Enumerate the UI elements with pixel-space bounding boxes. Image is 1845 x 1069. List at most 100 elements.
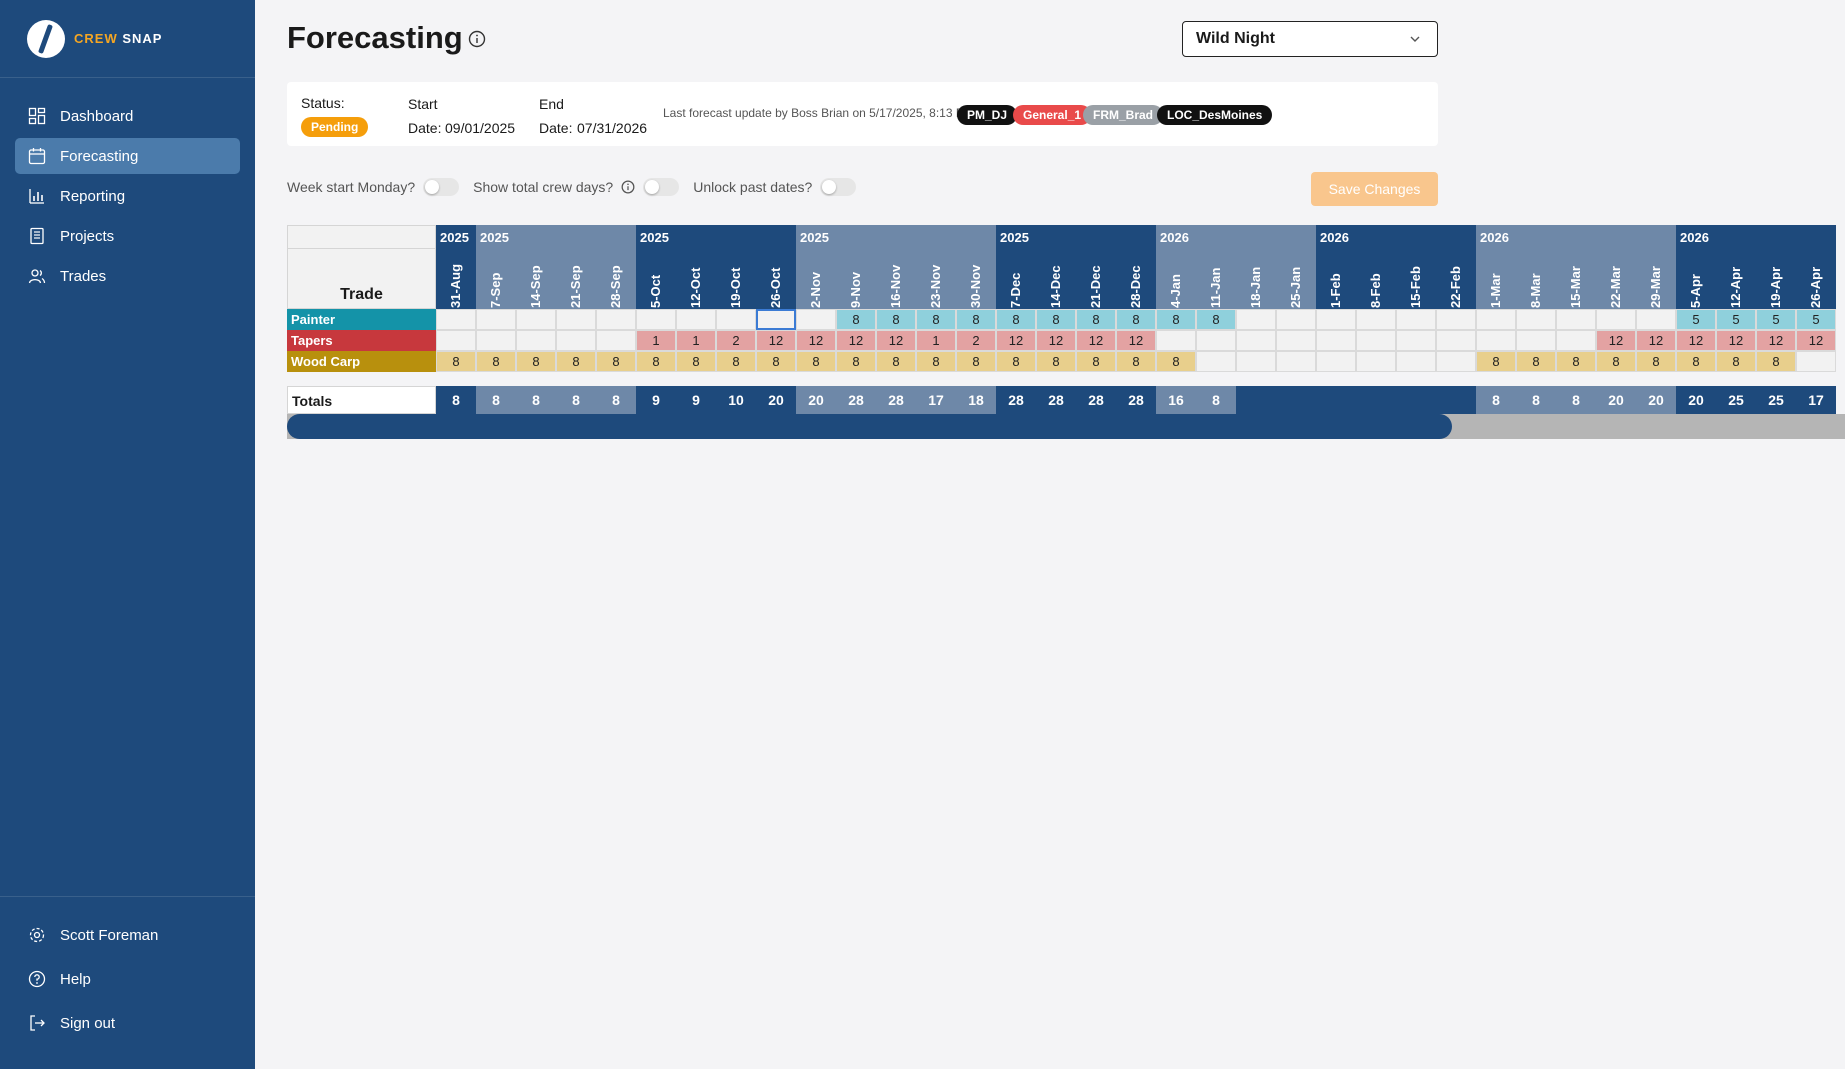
forecast-cell[interactable]: 12 <box>1116 330 1156 351</box>
forecast-cell[interactable] <box>1316 351 1356 372</box>
crew-days-toggle[interactable] <box>643 178 680 196</box>
forecast-cell[interactable] <box>1276 330 1316 351</box>
forecast-cell[interactable]: 12 <box>756 330 796 351</box>
sidebar-item-forecasting[interactable]: Forecasting <box>15 138 240 174</box>
forecast-cell[interactable] <box>756 309 796 330</box>
forecast-cell[interactable]: 12 <box>796 330 836 351</box>
forecast-cell[interactable]: 8 <box>1036 351 1076 372</box>
sidebar-item-dashboard[interactable]: Dashboard <box>15 98 240 134</box>
forecast-cell[interactable] <box>1236 330 1276 351</box>
tag-general[interactable]: General_1 <box>1013 105 1092 125</box>
forecast-cell[interactable] <box>676 309 716 330</box>
forecast-cell[interactable] <box>1276 351 1316 372</box>
forecast-cell[interactable] <box>556 330 596 351</box>
forecast-cell[interactable]: 1 <box>916 330 956 351</box>
sidebar-item-scott-foreman[interactable]: Scott Foreman <box>15 917 240 953</box>
forecast-cell[interactable] <box>636 309 676 330</box>
forecast-cell[interactable] <box>1356 351 1396 372</box>
forecast-cell[interactable]: 8 <box>956 351 996 372</box>
forecast-cell[interactable] <box>596 330 636 351</box>
forecast-cell[interactable] <box>716 309 756 330</box>
forecast-cell[interactable] <box>1436 309 1476 330</box>
forecast-cell[interactable]: 12 <box>1076 330 1116 351</box>
forecast-cell[interactable] <box>1436 330 1476 351</box>
forecast-cell[interactable] <box>1196 351 1236 372</box>
forecast-cell[interactable]: 12 <box>1716 330 1756 351</box>
unlock-past-toggle[interactable] <box>820 178 857 196</box>
forecast-cell[interactable]: 1 <box>636 330 676 351</box>
week-start-toggle[interactable] <box>423 178 460 196</box>
forecast-cell[interactable] <box>1636 309 1676 330</box>
forecast-cell[interactable] <box>1236 309 1276 330</box>
forecast-cell[interactable]: 8 <box>1636 351 1676 372</box>
sidebar-item-trades[interactable]: Trades <box>15 258 240 294</box>
info-icon[interactable] <box>621 180 635 194</box>
forecast-cell[interactable]: 1 <box>676 330 716 351</box>
forecast-cell[interactable]: 12 <box>1636 330 1676 351</box>
forecast-cell[interactable]: 8 <box>1036 309 1076 330</box>
tag-loc[interactable]: LOC_DesMoines <box>1157 105 1273 125</box>
forecast-cell[interactable] <box>1236 351 1276 372</box>
forecast-cell[interactable]: 8 <box>1596 351 1636 372</box>
forecast-cell[interactable]: 12 <box>836 330 876 351</box>
forecast-cell[interactable] <box>1396 330 1436 351</box>
forecast-cell[interactable] <box>1556 330 1596 351</box>
info-icon[interactable] <box>468 30 486 48</box>
forecast-cell[interactable]: 8 <box>516 351 556 372</box>
tag-pm[interactable]: PM_DJ <box>957 105 1018 125</box>
forecast-cell[interactable]: 8 <box>796 351 836 372</box>
forecast-cell[interactable]: 8 <box>1476 351 1516 372</box>
forecast-cell[interactable]: 12 <box>876 330 916 351</box>
forecast-cell[interactable]: 12 <box>996 330 1036 351</box>
forecast-cell[interactable]: 8 <box>996 351 1036 372</box>
forecast-cell[interactable]: 8 <box>756 351 796 372</box>
forecast-cell[interactable] <box>1156 330 1196 351</box>
forecast-cell[interactable]: 2 <box>716 330 756 351</box>
project-select[interactable]: Wild Night <box>1182 21 1438 57</box>
forecast-cell[interactable] <box>1356 330 1396 351</box>
forecast-cell[interactable] <box>596 309 636 330</box>
forecast-cell[interactable]: 8 <box>1676 351 1716 372</box>
forecast-cell[interactable] <box>1516 330 1556 351</box>
forecast-cell[interactable] <box>1316 309 1356 330</box>
forecast-cell[interactable]: 8 <box>1116 351 1156 372</box>
forecast-cell[interactable]: 8 <box>1556 351 1596 372</box>
forecast-cell[interactable] <box>436 309 476 330</box>
forecast-cell[interactable]: 8 <box>1076 309 1116 330</box>
sidebar-item-help[interactable]: Help <box>15 961 240 997</box>
forecast-cell[interactable] <box>1516 309 1556 330</box>
sidebar-item-sign-out[interactable]: Sign out <box>15 1005 240 1041</box>
save-changes-button[interactable]: Save Changes <box>1311 172 1438 206</box>
forecast-cell[interactable]: 8 <box>716 351 756 372</box>
forecast-cell[interactable] <box>1396 351 1436 372</box>
forecast-cell[interactable]: 8 <box>916 351 956 372</box>
forecast-cell[interactable]: 5 <box>1716 309 1756 330</box>
forecast-cell[interactable] <box>1196 330 1236 351</box>
forecast-cell[interactable]: 8 <box>836 351 876 372</box>
forecast-cell[interactable]: 5 <box>1796 309 1836 330</box>
forecast-cell[interactable] <box>556 309 596 330</box>
forecast-cell[interactable] <box>476 330 516 351</box>
forecast-cell[interactable]: 8 <box>996 309 1036 330</box>
forecast-cell[interactable]: 8 <box>916 309 956 330</box>
forecast-cell[interactable] <box>1796 351 1836 372</box>
forecast-cell[interactable]: 8 <box>1516 351 1556 372</box>
forecast-cell[interactable]: 5 <box>1756 309 1796 330</box>
forecast-cell[interactable]: 8 <box>676 351 716 372</box>
forecast-cell[interactable]: 12 <box>1676 330 1716 351</box>
forecast-cell[interactable]: 8 <box>1196 309 1236 330</box>
forecast-cell[interactable] <box>436 330 476 351</box>
brand-logo[interactable]: CREW SNAP <box>0 0 255 78</box>
forecast-cell[interactable]: 12 <box>1796 330 1836 351</box>
forecast-cell[interactable]: 8 <box>476 351 516 372</box>
forecast-cell[interactable]: 5 <box>1676 309 1716 330</box>
forecast-cell[interactable] <box>1476 330 1516 351</box>
forecast-cell[interactable]: 8 <box>1156 309 1196 330</box>
forecast-cell[interactable]: 8 <box>1076 351 1116 372</box>
forecast-cell[interactable]: 8 <box>876 309 916 330</box>
forecast-cell[interactable] <box>1316 330 1356 351</box>
forecast-cell[interactable] <box>1436 351 1476 372</box>
forecast-cell[interactable]: 12 <box>1756 330 1796 351</box>
forecast-cell[interactable]: 12 <box>1036 330 1076 351</box>
forecast-cell[interactable] <box>476 309 516 330</box>
